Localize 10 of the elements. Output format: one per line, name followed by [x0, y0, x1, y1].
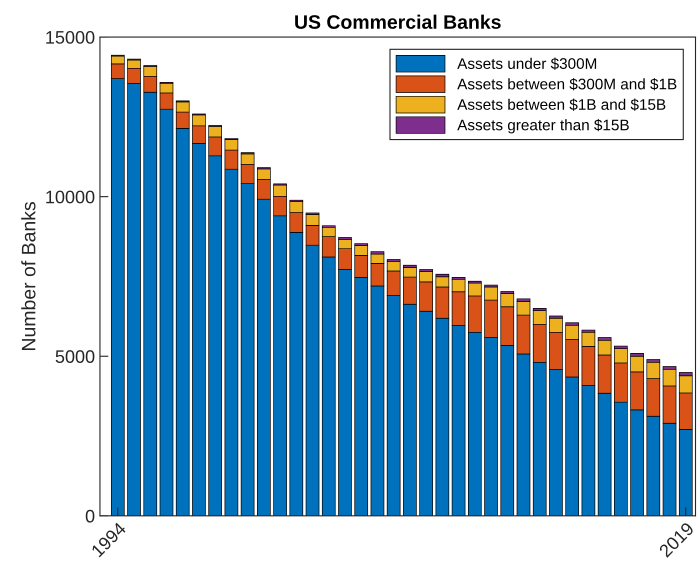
legend-label: Assets between $1B and $15B [457, 98, 666, 111]
legend-label: Assets under $300M [457, 58, 596, 70]
legend-label: Assets between $300M and $1B [457, 78, 676, 90]
chart-title: US Commercial Banks [295, 14, 501, 29]
legend-label: Assets greater than $15B [457, 118, 629, 134]
y-tick-label: 5000 [56, 350, 94, 363]
y-tick-label: 15000 [46, 30, 94, 44]
y-tick-label: 10000 [46, 190, 94, 204]
y-tick-label: 0 [86, 510, 94, 523]
y-axis-title: Number of Banks [21, 202, 36, 350]
